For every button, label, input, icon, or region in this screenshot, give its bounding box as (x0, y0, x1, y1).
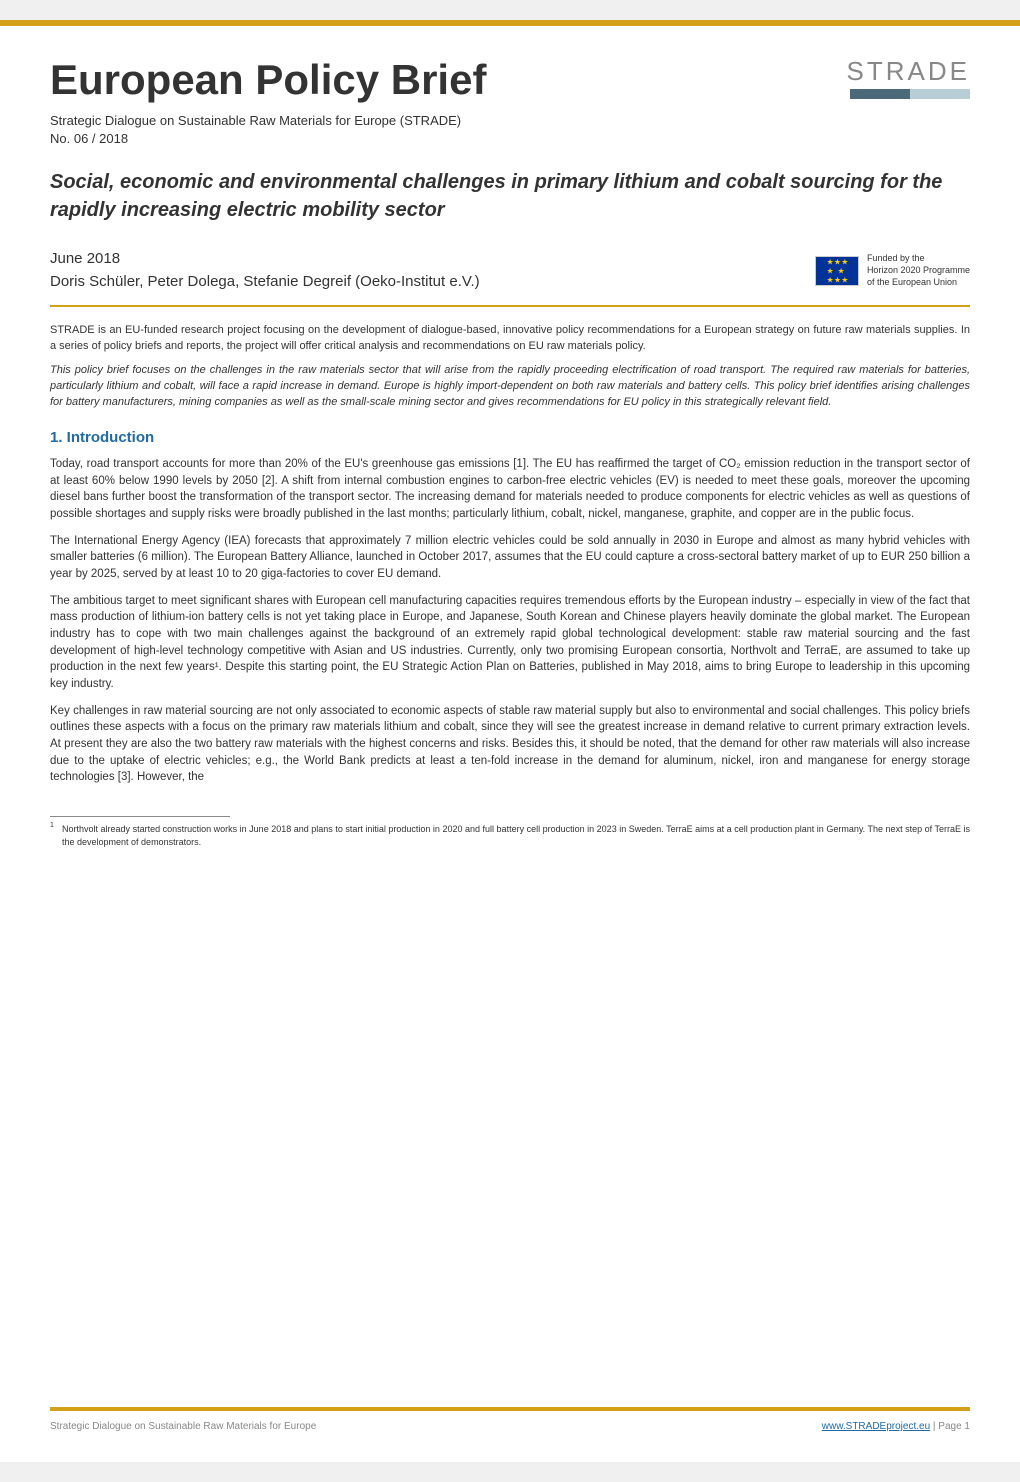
subtitle-line1: Strategic Dialogue on Sustainable Raw Ma… (50, 112, 970, 130)
footer-right: www.STRADEproject.eu | Page 1 (822, 1421, 970, 1432)
document-page: European Policy Brief STRADE Strategic D… (0, 20, 1020, 1462)
footer-page-number: | Page 1 (930, 1421, 970, 1432)
footer-left-text: Strategic Dialogue on Sustainable Raw Ma… (50, 1421, 316, 1432)
footnote-separator (50, 816, 230, 817)
funding-block: ★ ★ ★★ ★★ ★ ★ Funded by the Horizon 2020… (815, 253, 970, 288)
footer-row: Strategic Dialogue on Sustainable Raw Ma… (50, 1421, 970, 1432)
page-footer: Strategic Dialogue on Sustainable Raw Ma… (50, 1407, 970, 1432)
section-1-p2: The International Energy Agency (IEA) fo… (50, 533, 970, 583)
meta-left: June 2018 Doris Schüler, Peter Dolega, S… (50, 248, 480, 293)
section-1-p3: The ambitious target to meet significant… (50, 593, 970, 693)
eu-flag-icon: ★ ★ ★★ ★★ ★ ★ (815, 256, 859, 286)
footer-link[interactable]: www.STRADEproject.eu (822, 1421, 930, 1432)
abstract-plain: STRADE is an EU-funded research project … (50, 323, 970, 355)
strade-logo-bars (847, 89, 970, 99)
footnote-text: Northvolt already started construction w… (62, 824, 970, 847)
section-1-p4: Key challenges in raw material sourcing … (50, 703, 970, 786)
funding-line1: Funded by the (867, 253, 970, 265)
strade-logo: STRADE (847, 56, 970, 99)
eu-stars: ★ ★ ★★ ★★ ★ ★ (826, 257, 847, 284)
subtitle-line2: No. 06 / 2018 (50, 130, 970, 148)
header-row: European Policy Brief STRADE (50, 56, 970, 104)
logo-bar-dark (850, 89, 910, 99)
document-title: European Policy Brief (50, 56, 486, 104)
top-accent-bar (0, 20, 1020, 26)
document-heading: Social, economic and environmental chall… (50, 168, 970, 224)
footer-accent-bar (50, 1407, 970, 1411)
funding-line2: Horizon 2020 Programme (867, 265, 970, 277)
funding-text: Funded by the Horizon 2020 Programme of … (867, 253, 970, 288)
meta-row: June 2018 Doris Schüler, Peter Dolega, S… (50, 248, 970, 293)
section-1-p1: Today, road transport accounts for more … (50, 456, 970, 523)
authors: Doris Schüler, Peter Dolega, Stefanie De… (50, 271, 480, 294)
funding-line3: of the European Union (867, 277, 970, 289)
footnote-1: 1 Northvolt already started construction… (50, 823, 970, 848)
section-1-heading: 1. Introduction (50, 429, 970, 446)
publication-date: June 2018 (50, 248, 480, 271)
footnote-number: 1 (50, 821, 54, 831)
subtitle-block: Strategic Dialogue on Sustainable Raw Ma… (50, 112, 970, 148)
section-divider (50, 305, 970, 307)
abstract-italic: This policy brief focuses on the challen… (50, 363, 970, 411)
strade-logo-text: STRADE (847, 56, 970, 87)
logo-bar-light (910, 89, 970, 99)
